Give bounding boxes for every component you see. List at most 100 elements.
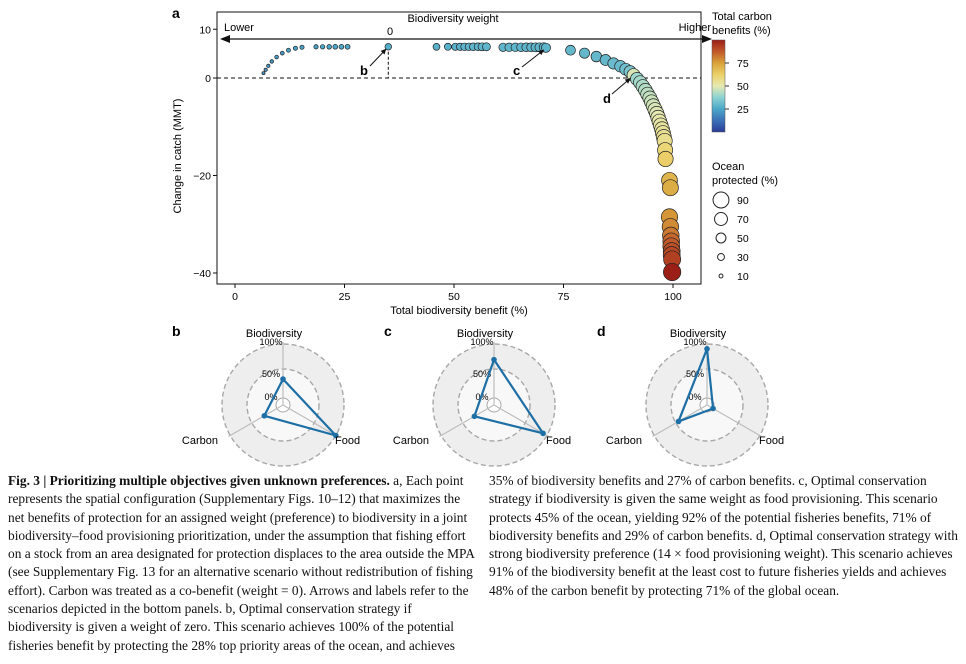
- scatter-point: [338, 44, 345, 50]
- scenario-annotations: b c d: [360, 48, 631, 106]
- size-legend-items: 90 70 50 30 10: [712, 191, 749, 283]
- radar-spoke: [228, 404, 284, 438]
- caption-left-column: Fig. 3 | Prioritizing multiple objective…: [8, 472, 478, 655]
- scatter-point: [443, 42, 452, 51]
- colorbar-tick-label: 25: [737, 104, 749, 116]
- colorbar-title-line2: benefits (%): [712, 25, 771, 37]
- scatter-point: [292, 45, 298, 51]
- size-legend-label: 90: [737, 195, 749, 207]
- panel-a: a Biodiversity weight Lower Higher 0 0 25…: [172, 5, 712, 317]
- scatter-point: [565, 44, 576, 56]
- scatter-point: [332, 44, 339, 50]
- scatter-point: [266, 63, 271, 68]
- size-legend-title-line1: Ocean: [712, 161, 744, 173]
- scatter-point: [299, 44, 305, 50]
- radar-vertex: [261, 412, 268, 419]
- size-legend-label: 50: [737, 233, 749, 245]
- colorbar-ticks: 75 50 25: [725, 58, 749, 116]
- size-legend-label: 30: [737, 252, 749, 264]
- size-legend-circle: [714, 212, 728, 226]
- scatter-point: [344, 43, 351, 50]
- figure-3: a Biodiversity weight Lower Higher 0 0 25…: [172, 5, 784, 467]
- size-legend-circle: [717, 253, 725, 261]
- scenario-c-arrow-head: [538, 49, 544, 56]
- panel-a-label: a: [172, 5, 180, 21]
- colorbar-tick-label: 50: [737, 81, 749, 93]
- x-tick-label: 100: [664, 291, 682, 303]
- radar-axis-label-food: Food: [759, 435, 784, 447]
- scatter-point: [663, 262, 682, 282]
- radar-ring-label: 50%: [262, 369, 280, 379]
- y-tick-label: 10: [199, 24, 211, 36]
- arrow-right-label: Higher: [679, 22, 712, 34]
- radar-vertex: [471, 413, 478, 420]
- radar-axis-label-biodiversity: Biodiversity: [670, 328, 727, 340]
- radar-vertex: [675, 418, 682, 425]
- radar-panels: b 100% 50% 0% Biodiversity Food Carbon c 100% 50%…: [172, 323, 784, 467]
- radar-axis-label-carbon: Carbon: [182, 435, 218, 447]
- radar-axis-label-food: Food: [335, 435, 360, 447]
- size-legend-circle: [715, 232, 727, 244]
- arrow-left-label: Lower: [224, 22, 254, 34]
- x-tick-label: 75: [558, 291, 570, 303]
- caption-part-c: c, Optimal conservation strategy if biod…: [489, 473, 938, 543]
- caption-right-column: 35% of biodiversity benefits and 27% of …: [489, 472, 959, 600]
- y-tick-label: 0: [205, 73, 211, 85]
- scenario-d-label: d: [603, 91, 611, 106]
- arrow-left-head: [220, 35, 230, 43]
- radar-b: b 100% 50% 0% Biodiversity Food Carbon: [172, 323, 360, 467]
- radar-ring-label: 100%: [683, 337, 706, 347]
- scenario-b-arrow-head: [380, 48, 387, 55]
- y-axis-label: Change in catch (MMT): [172, 99, 184, 214]
- radar-vertex: [540, 430, 546, 437]
- radar-vertex: [710, 405, 716, 412]
- scatter-point: [326, 44, 332, 50]
- radar-spoke: [493, 404, 549, 438]
- size-legend-label: 10: [737, 271, 749, 283]
- scenario-b-label: b: [360, 63, 368, 78]
- radar-ring-label: 100%: [470, 337, 493, 347]
- weight-title: Biodiversity weight: [407, 13, 498, 25]
- caption-part-a: a, Each point represents the spatial con…: [8, 473, 475, 617]
- carbon-colorbar: Total carbon benefits (%) 75 50 25: [711, 11, 772, 133]
- radar-d: d 100% 50% 0% Biodiversity Food Carbon: [597, 323, 784, 467]
- scatter-points: [261, 42, 682, 282]
- size-legend-title-line2: protected (%): [712, 175, 778, 187]
- radar-vertex: [333, 432, 339, 439]
- radar-axis-label-carbon: Carbon: [393, 435, 429, 447]
- size-legend-circle: [712, 191, 730, 209]
- radar-axis-label-food: Food: [546, 435, 571, 447]
- scenario-c-label: c: [513, 63, 520, 78]
- scatter-point: [313, 44, 319, 50]
- scatter-point: [286, 47, 291, 53]
- radar-axis-label-carbon: Carbon: [606, 435, 642, 447]
- y-tick-label: −20: [193, 171, 211, 183]
- size-legend-label: 70: [737, 214, 749, 226]
- y-tick-label: −40: [193, 268, 211, 280]
- radar-panel-label: d: [597, 323, 606, 339]
- radar-ring-label: 50%: [473, 369, 491, 379]
- scatter-point: [482, 42, 491, 52]
- radar-spoke: [706, 404, 762, 438]
- caption-part-b: b, Optimal conservation strategy if biod…: [8, 601, 455, 653]
- radar-spoke: [282, 404, 338, 438]
- caption-lead: Fig. 3 | Prioritizing multiple objective…: [8, 473, 390, 488]
- radar-panel-label: b: [172, 323, 181, 339]
- caption-part-b-continued: 35% of biodiversity benefits and 27% of …: [489, 473, 796, 488]
- radar-vertex: [280, 376, 286, 382]
- scatter-point: [432, 42, 441, 51]
- scatter-point: [657, 150, 674, 167]
- x-tick-label: 25: [339, 291, 351, 303]
- scatter-point: [579, 47, 590, 59]
- colorbar-gradient: [711, 39, 726, 133]
- scatter-point: [384, 43, 392, 51]
- scatter-point: [274, 54, 279, 60]
- radar-panel-label: c: [384, 323, 392, 339]
- scatter-point: [261, 71, 266, 76]
- plot-frame: [216, 11, 702, 285]
- radar-ring-label: 50%: [686, 369, 704, 379]
- arrow-right-head: [702, 35, 712, 43]
- radar-polygon: [263, 378, 337, 437]
- radar-vertex: [704, 346, 710, 352]
